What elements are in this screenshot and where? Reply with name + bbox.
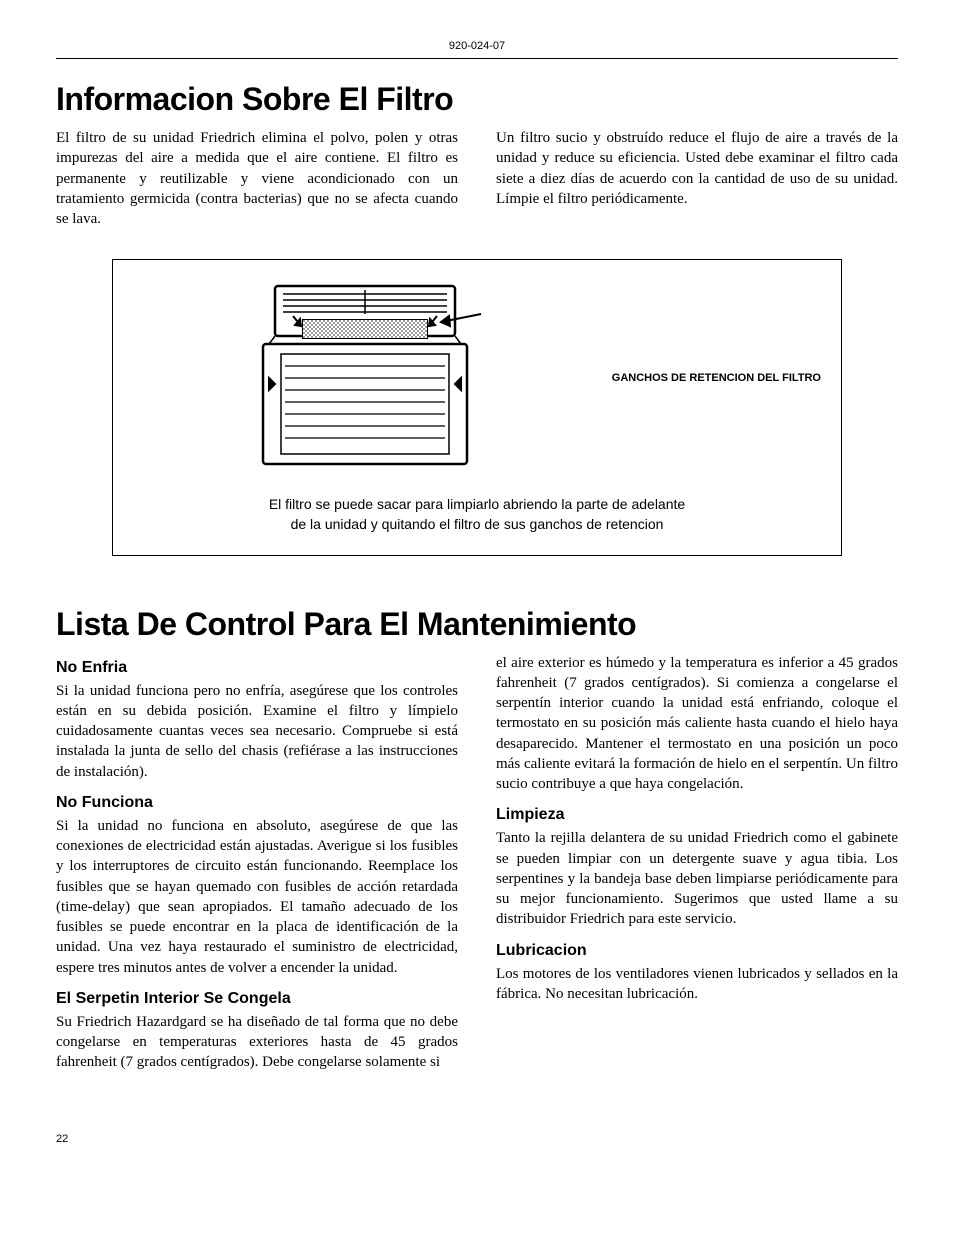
body-serpetin: Su Friedrich Hazardgard se ha diseñado d… bbox=[56, 1012, 458, 1073]
document-header: 920-024-07 bbox=[56, 40, 898, 59]
heading-serpetin: El Serpetin Interior Se Congela bbox=[56, 990, 458, 1008]
body-no-funciona: Si la unidad no funciona en absoluto, as… bbox=[56, 816, 458, 978]
section1-para-left: El filtro de su unidad Friedrich elimina… bbox=[56, 128, 458, 229]
block-serpetin-cont: el aire exterior es húmedo y la temperat… bbox=[496, 653, 898, 795]
doc-number: 920-024-07 bbox=[449, 40, 505, 52]
heading-limpieza: Limpieza bbox=[496, 806, 898, 824]
body-serpetin-cont: el aire exterior es húmedo y la temperat… bbox=[496, 653, 898, 795]
figure-row: GANCHOS DE RETENCION DEL FILTRO bbox=[133, 278, 821, 478]
block-no-enfria: No Enfria Si la unidad funciona pero no … bbox=[56, 659, 458, 782]
heading-no-funciona: No Funciona bbox=[56, 794, 458, 812]
section2-columns: No Enfria Si la unidad funciona pero no … bbox=[56, 653, 898, 1073]
body-no-enfria: Si la unidad funciona pero no enfría, as… bbox=[56, 681, 458, 782]
ac-unit-diagram bbox=[245, 278, 485, 478]
heading-lubricacion: Lubricacion bbox=[496, 942, 898, 960]
block-limpieza: Limpieza Tanto la rejilla delantera de s… bbox=[496, 806, 898, 929]
page-number: 22 bbox=[56, 1133, 898, 1145]
figure-caption-line2: de la unidad y quitando el filtro de sus… bbox=[291, 516, 664, 532]
section2-title: Lista De Control Para El Mantenimiento bbox=[56, 606, 898, 643]
section1-columns: El filtro de su unidad Friedrich elimina… bbox=[56, 128, 898, 231]
figure-caption-line1: El filtro se puede sacar para limpiarlo … bbox=[269, 496, 685, 512]
block-serpetin: El Serpetin Interior Se Congela Su Fried… bbox=[56, 990, 458, 1073]
heading-no-enfria: No Enfria bbox=[56, 659, 458, 677]
block-lubricacion: Lubricacion Los motores de los ventilado… bbox=[496, 942, 898, 1005]
figure-box: GANCHOS DE RETENCION DEL FILTRO El filtr… bbox=[112, 259, 842, 556]
figure-callout: GANCHOS DE RETENCION DEL FILTRO bbox=[612, 372, 821, 384]
body-limpieza: Tanto la rejilla delantera de su unidad … bbox=[496, 828, 898, 929]
body-lubricacion: Los motores de los ventiladores vienen l… bbox=[496, 964, 898, 1005]
section1-para-right: Un filtro sucio y obstruído reduce el fl… bbox=[496, 128, 898, 209]
section1-title: Informacion Sobre El Filtro bbox=[56, 81, 898, 118]
block-no-funciona: No Funciona Si la unidad no funciona en … bbox=[56, 794, 458, 978]
figure-caption: El filtro se puede sacar para limpiarlo … bbox=[133, 494, 821, 535]
